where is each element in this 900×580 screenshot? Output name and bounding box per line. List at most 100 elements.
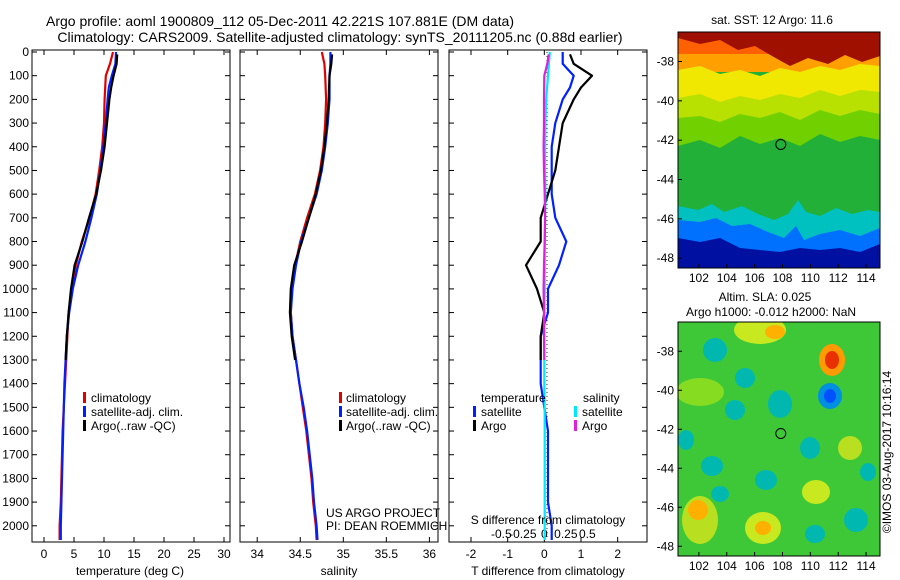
latitude-tick-label: -42 — [657, 133, 675, 147]
legend-label-satellite: satellite-adj. clim. — [346, 405, 438, 419]
legend-swatch-argo — [339, 420, 342, 431]
temperature-lines — [58, 51, 119, 540]
credit-project: US ARGO PROJECT — [326, 506, 441, 520]
depth-tick-label: 1700 — [2, 448, 29, 462]
latitude-tick-label: -38 — [657, 344, 675, 358]
x-tick-label: -2 — [466, 547, 477, 561]
sla-map-frame — [677, 321, 881, 557]
x-tick-label: -1 — [502, 547, 513, 561]
temperature-xlabel: temperature (deg C) — [76, 564, 184, 578]
legend-swatch-climatology — [339, 392, 342, 403]
longitude-tick-label: 104 — [717, 271, 737, 285]
latitude-tick-label: -44 — [657, 461, 675, 475]
legend-swatch-temp-satellite — [473, 406, 476, 417]
difference-lines — [524, 51, 594, 540]
longitude-tick-label: 108 — [772, 559, 792, 573]
latitude-tick-label: -48 — [657, 251, 675, 265]
s-difference-xlabel: S difference from climatology — [471, 513, 626, 527]
sla-map-panel: Altim. SLA: 0.025 Argo h1000: -0.012 h20… — [657, 290, 881, 573]
depth-tick-label: 1400 — [2, 377, 29, 391]
difference-depth-ticks — [449, 51, 647, 527]
latitude-tick-label: -38 — [657, 55, 675, 69]
longitude-tick-label: 114 — [856, 271, 875, 285]
sst-map-panel: sat. SST: 12 Argo: 11.6 102 104 106 108 110 1… — [657, 13, 881, 286]
depth-tick-label: 2000 — [2, 519, 29, 533]
x-tick-label: 30 — [217, 547, 231, 561]
sla-map-title-line-1: Altim. SLA: 0.025 — [719, 290, 812, 304]
latitude-tick-label: -40 — [657, 383, 675, 397]
depth-tick-label: 1100 — [3, 306, 29, 320]
sst-heatmap — [678, 32, 880, 268]
depth-tick-label: 200 — [9, 92, 29, 106]
depth-tick-label: 1200 — [2, 329, 29, 343]
legend-swatch-sal-argo — [574, 420, 577, 431]
depth-tick-label: 1600 — [2, 424, 29, 438]
depth-tick-label: 1500 — [2, 400, 29, 414]
temperature-axes-frame — [31, 49, 231, 543]
depth-tick-label: 1000 — [2, 282, 29, 296]
depth-tick-label: 1800 — [2, 471, 29, 485]
longitude-tick-label: 112 — [829, 271, 848, 285]
x-tick-label: 20 — [157, 547, 171, 561]
x-tick-label: 25 — [187, 547, 201, 561]
x-tick-label: 1 — [578, 547, 585, 561]
longitude-tick-label: 114 — [856, 559, 875, 573]
depth-tick-label: 300 — [9, 116, 29, 130]
latitude-tick-label: -46 — [657, 500, 675, 514]
depth-tick-label: 800 — [9, 235, 29, 249]
x-tick-label: 5 — [71, 547, 78, 561]
longitude-tick-label: 102 — [689, 271, 709, 285]
sla-map-ticks: 102 104 106 108 110 112 114 -38 -40 -42 -44 -46 -48 — [657, 344, 876, 573]
legend-swatch-sal-satellite — [574, 406, 577, 417]
legend-header-salinity: salinity — [583, 391, 620, 405]
series-line — [64, 54, 119, 361]
x-tick-label: 35 — [337, 547, 351, 561]
longitude-tick-label: 110 — [801, 559, 820, 573]
x-tick-label: 0 — [541, 547, 548, 561]
legend-swatch-climatology — [83, 392, 86, 403]
latitude-tick-label: -48 — [657, 539, 675, 553]
difference-axes-frame — [448, 49, 648, 543]
s-difference-tick-label: -0.5 — [491, 527, 512, 541]
latitude-tick-label: -44 — [657, 173, 675, 187]
depth-tick-label: 600 — [9, 187, 29, 201]
x-tick-label: 15 — [127, 547, 141, 561]
series-line — [288, 54, 334, 361]
longitude-tick-label: 102 — [689, 559, 709, 573]
legend-label-argo: Argo(..raw -QC) — [346, 419, 431, 433]
x-tick-label: 34 — [251, 547, 265, 561]
x-tick-label: 34.5 — [289, 547, 313, 561]
title-line-2: Climatology: CARS2009. Satellite-adjuste… — [57, 29, 622, 45]
sst-map-title: sat. SST: 12 Argo: 11.6 — [711, 13, 833, 27]
longitude-tick-label: 108 — [772, 271, 792, 285]
s-difference-ticks: -0.5-0.25 0 0.25 0.5 — [491, 527, 596, 541]
series-line — [289, 51, 328, 541]
temperature-panel: 0100200300400500600700800900100011001200… — [2, 45, 231, 578]
x-tick-label: 0 — [41, 547, 48, 561]
salinity-xlabel: salinity — [321, 564, 358, 578]
longitude-tick-label: 106 — [745, 271, 765, 285]
legend-header-temperature: temperature — [481, 391, 546, 405]
x-tick-label: 2 — [614, 547, 621, 561]
legend-swatch-temp-argo — [473, 420, 476, 431]
legend-label-climatology: climatology — [91, 391, 151, 405]
depth-tick-label: 1300 — [2, 353, 29, 367]
sst-map-ticks: 102 104 106 108 110 112 114 -38 -40 -42 -44 -46 -48 — [657, 55, 876, 286]
series-line — [539, 52, 575, 540]
series-line — [59, 51, 118, 540]
difference-legend: temperature salinity satellite Argo sate… — [473, 391, 623, 433]
depth-ticks: 0 100 200 300 400 500 600 700 800 900 1000 1100 1200… — [2, 45, 230, 533]
x-tick-label: 35.5 — [375, 547, 399, 561]
s-difference-tick-label: -0.25 — [509, 527, 537, 541]
argo-float-marker — [775, 139, 787, 150]
legend-label-sal-satellite: satellite — [582, 405, 623, 419]
series-line — [542, 54, 550, 361]
depth-tick-label: 400 — [9, 140, 29, 154]
sla-heatmap — [678, 322, 880, 556]
longitude-tick-label: 104 — [717, 559, 737, 573]
depth-tick-label: 1900 — [2, 495, 29, 509]
temperature-ticks: 0 5 10 15 20 25 30 — [41, 50, 231, 561]
longitude-tick-label: 106 — [745, 559, 765, 573]
longitude-tick-label: 112 — [829, 559, 848, 573]
